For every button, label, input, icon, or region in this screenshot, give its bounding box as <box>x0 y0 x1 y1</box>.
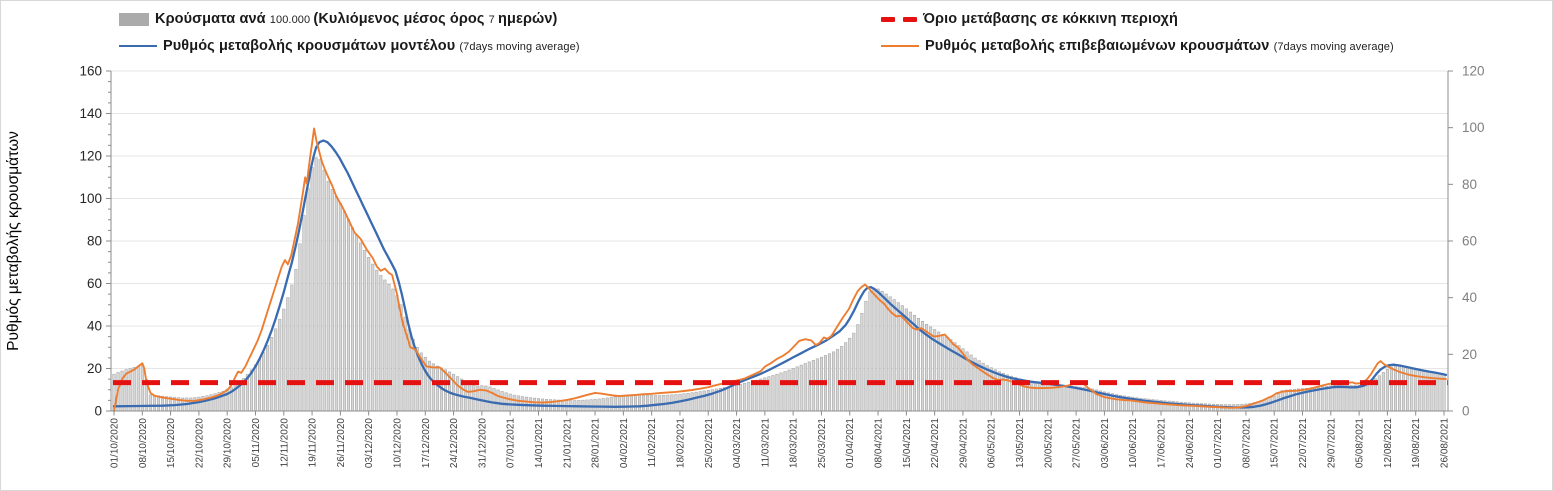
svg-text:10/06/2021: 10/06/2021 <box>1128 418 1139 468</box>
svg-text:01/07/2021: 01/07/2021 <box>1213 418 1224 468</box>
svg-text:15/10/2020: 15/10/2020 <box>166 418 177 468</box>
svg-text:28/01/2021: 28/01/2021 <box>591 418 602 468</box>
svg-text:40: 40 <box>1462 290 1477 305</box>
svg-text:120: 120 <box>1462 64 1485 79</box>
svg-text:15/07/2021: 15/07/2021 <box>1270 418 1281 468</box>
svg-text:27/05/2021: 27/05/2021 <box>1072 418 1083 468</box>
svg-text:11/03/2021: 11/03/2021 <box>760 418 771 468</box>
svg-text:01/04/2021: 01/04/2021 <box>845 418 856 468</box>
line-model-rate <box>112 139 1448 409</box>
svg-text:40: 40 <box>87 319 102 334</box>
svg-text:0: 0 <box>94 404 102 419</box>
svg-text:26/08/2021: 26/08/2021 <box>1440 418 1451 468</box>
svg-text:11/02/2021: 11/02/2021 <box>647 418 658 468</box>
svg-text:100: 100 <box>1462 120 1485 135</box>
svg-text:19/08/2021: 19/08/2021 <box>1411 418 1422 468</box>
blue-line-swatch-icon <box>119 45 157 47</box>
svg-text:22/04/2021: 22/04/2021 <box>930 418 941 468</box>
svg-text:17/12/2020: 17/12/2020 <box>421 418 432 468</box>
svg-text:100: 100 <box>79 191 102 206</box>
legend-cases-label: Κρούσματα ανά 100.000 (Κυλιόμενος μέσος … <box>155 11 558 27</box>
svg-text:29/07/2021: 29/07/2021 <box>1326 418 1337 468</box>
orange-line-swatch-icon <box>881 45 919 47</box>
legend-item-threshold: Όριο μετάβασης σε κόκκινη περιοχή <box>881 11 1178 27</box>
y-axis-right-labels: 0 20 40 60 80 100 120 <box>1462 64 1485 419</box>
svg-text:25/02/2021: 25/02/2021 <box>704 418 715 468</box>
svg-text:31/12/2020: 31/12/2020 <box>477 418 488 468</box>
svg-text:08/04/2021: 08/04/2021 <box>874 418 885 468</box>
svg-text:03/06/2021: 03/06/2021 <box>1100 418 1111 468</box>
axes <box>106 70 1453 416</box>
svg-text:18/03/2021: 18/03/2021 <box>789 418 800 468</box>
svg-text:05/11/2020: 05/11/2020 <box>251 418 262 468</box>
legend-threshold-label: Όριο μετάβασης σε κόκκινη περιοχή <box>923 11 1178 27</box>
svg-text:24/12/2020: 24/12/2020 <box>449 418 460 468</box>
svg-text:60: 60 <box>1462 234 1477 249</box>
svg-text:60: 60 <box>87 276 102 291</box>
bars-cases-per-100k <box>112 157 1446 412</box>
svg-text:19/11/2020: 19/11/2020 <box>308 418 319 468</box>
svg-text:22/10/2020: 22/10/2020 <box>194 418 205 468</box>
svg-text:03/12/2020: 03/12/2020 <box>364 418 375 468</box>
svg-text:20/05/2021: 20/05/2021 <box>1043 418 1054 468</box>
red-dash-swatch-icon <box>881 16 917 22</box>
svg-text:06/05/2021: 06/05/2021 <box>987 418 998 468</box>
svg-text:04/02/2021: 04/02/2021 <box>619 418 630 468</box>
svg-text:14/01/2021: 14/01/2021 <box>534 418 545 468</box>
svg-text:18/02/2021: 18/02/2021 <box>675 418 686 468</box>
svg-text:13/05/2021: 13/05/2021 <box>1015 418 1026 468</box>
y-axis-title: Ρυθμός μεταβολής κρουσμάτων <box>5 131 22 351</box>
bar-swatch-icon <box>119 12 149 26</box>
legend-item-cases-bars: Κρούσματα ανά 100.000 (Κυλιόμενος μέσος … <box>119 11 557 27</box>
svg-text:80: 80 <box>87 234 102 249</box>
svg-text:20: 20 <box>87 361 102 376</box>
x-axis-date-labels: 01/10/2020 08/10/2020 15/10/2020 22/10/2020… <box>110 418 1451 468</box>
svg-text:26/11/2020: 26/11/2020 <box>336 418 347 468</box>
svg-text:24/06/2021: 24/06/2021 <box>1185 418 1196 468</box>
svg-text:01/10/2020: 01/10/2020 <box>110 418 121 468</box>
svg-text:140: 140 <box>79 106 102 121</box>
svg-text:10/12/2020: 10/12/2020 <box>392 418 403 468</box>
svg-text:17/06/2021: 17/06/2021 <box>1157 418 1168 468</box>
legend-model-label: Ρυθμός μεταβολής κρουσμάτων μοντέλου (7d… <box>163 38 580 54</box>
svg-text:07/01/2021: 07/01/2021 <box>506 418 517 468</box>
svg-text:160: 160 <box>79 64 102 79</box>
svg-text:29/10/2020: 29/10/2020 <box>223 418 234 468</box>
svg-text:120: 120 <box>79 149 102 164</box>
legend-item-model-line: Ρυθμός μεταβολής κρουσμάτων μοντέλου (7d… <box>119 38 580 54</box>
svg-text:08/07/2021: 08/07/2021 <box>1241 418 1252 468</box>
svg-text:04/03/2021: 04/03/2021 <box>732 418 743 468</box>
svg-text:29/04/2021: 29/04/2021 <box>958 418 969 468</box>
svg-text:80: 80 <box>1462 177 1477 192</box>
svg-text:12/11/2020: 12/11/2020 <box>279 418 290 468</box>
y-axis-left-labels: 0 20 40 60 80 100 120 140 160 <box>79 64 102 419</box>
svg-text:15/04/2021: 15/04/2021 <box>902 418 913 468</box>
legend-item-confirmed-line: Ρυθμός μεταβολής επιβεβαιωμένων κρουσμάτ… <box>881 38 1394 54</box>
svg-text:0: 0 <box>1462 404 1470 419</box>
svg-text:22/07/2021: 22/07/2021 <box>1298 418 1309 468</box>
gridlines <box>111 70 1448 369</box>
svg-text:08/10/2020: 08/10/2020 <box>138 418 149 468</box>
svg-text:21/01/2021: 21/01/2021 <box>562 418 573 468</box>
line-confirmed-rate <box>113 127 1447 412</box>
svg-text:12/08/2021: 12/08/2021 <box>1383 418 1394 468</box>
svg-text:20: 20 <box>1462 347 1477 362</box>
svg-text:05/08/2021: 05/08/2021 <box>1355 418 1366 468</box>
legend-confirmed-label: Ρυθμός μεταβολής επιβεβαιωμένων κρουσμάτ… <box>925 38 1394 54</box>
svg-text:25/03/2021: 25/03/2021 <box>817 418 828 468</box>
